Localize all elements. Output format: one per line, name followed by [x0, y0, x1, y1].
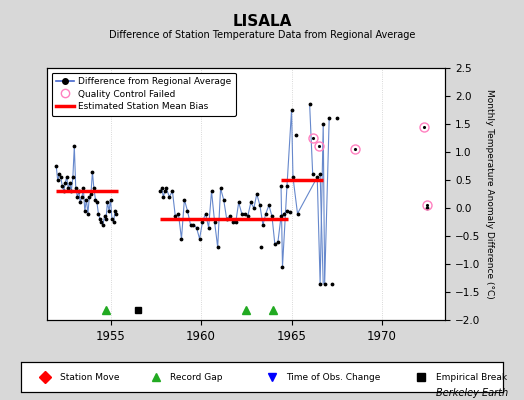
Y-axis label: Monthly Temperature Anomaly Difference (°C): Monthly Temperature Anomaly Difference (…: [485, 89, 494, 299]
Text: LISALA: LISALA: [232, 14, 292, 29]
Text: Berkeley Earth: Berkeley Earth: [436, 388, 508, 398]
Text: Station Move: Station Move: [60, 372, 119, 382]
Text: Difference of Station Temperature Data from Regional Average: Difference of Station Temperature Data f…: [109, 30, 415, 40]
Legend: Difference from Regional Average, Quality Control Failed, Estimated Station Mean: Difference from Regional Average, Qualit…: [52, 72, 236, 116]
Text: Empirical Break: Empirical Break: [435, 372, 507, 382]
Text: Time of Obs. Change: Time of Obs. Change: [286, 372, 380, 382]
Text: Record Gap: Record Gap: [170, 372, 223, 382]
